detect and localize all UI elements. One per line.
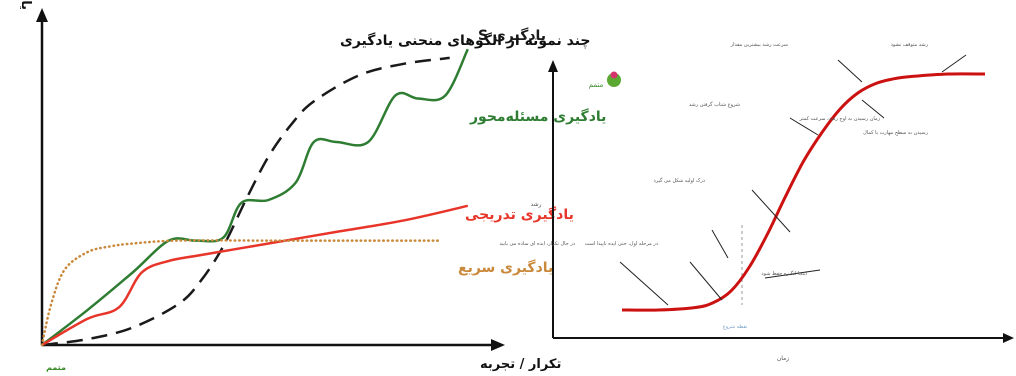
annotation-text: زمان رسیدن به اوج رشد، سرعت کمتر [798,116,880,122]
right-y-axis-arrow [548,60,558,72]
annotation-text: اینجا انگیزه حفظ شود [761,270,807,277]
left-x-axis-label: تکرار / تجربه [480,357,561,372]
left-y-axis-arrow [36,8,48,22]
leader-line [689,261,723,301]
series-line-gradual [41,204,469,347]
left-chart-title: چند نمونه از الگوهای منحنی یادگیری [340,32,591,49]
leader-line [711,229,729,259]
series-label-problem-based: یادگیری مسئله‌محور [469,108,606,125]
leader-line [764,269,821,279]
leader-line [619,261,669,306]
leader-line [751,189,791,233]
milestone-label: نقطه شروع [723,324,748,330]
annotation-text: رسیدن به سطح مهارت یا کمال [863,130,929,136]
right-chart: متمم نقطه شروع در حال تکرار، ایده ای ساد… [499,42,1014,362]
right-series-group [621,72,986,312]
logo-flower-icon [610,71,618,79]
left-x-axis-arrow [491,339,505,351]
annotation-text: درک اولیه شکل می گیرد [654,177,705,184]
right-logo: متمم [589,71,621,89]
right-x-axis-label: زمان [777,355,789,362]
left-y-axis-label: یادگیری [18,0,34,10]
series-label-gradual: یادگیری تدریجی [465,206,574,223]
right-x-axis-arrow [1003,333,1014,343]
annotation-text: رشد متوقف نشود [891,42,929,48]
left-chart: چند نمونه از الگوهای منحنی یادگیری یادگی… [18,0,606,372]
series-label-s-curve: یادگیری S [478,27,546,44]
leader-line [837,59,863,83]
annotation-text: سرعت رشد بیشترین مقدار [730,42,788,48]
leader-line [941,54,967,73]
leader-line [789,117,819,136]
logo-leaf-icon [607,73,621,87]
series-label-fast: یادگیری سریع [458,259,553,276]
series-line-fast [40,239,442,347]
right-logo-text: متمم [589,81,604,89]
series-line-problem-based [41,48,469,346]
leader-line [861,99,885,119]
series-line-growth [621,72,986,312]
annotation-text: در مرحله اول، حتی ایده ناپیدا است [585,241,658,247]
right-y-axis-label: رشد [530,201,541,208]
annotation-text: در حال تکرار، ایده ای ساده می یابید [499,241,575,247]
left-series-group [40,48,469,347]
annotation-text: شروع شتاب گرفتن رشد [689,101,740,108]
left-logo: متمم [46,363,66,372]
